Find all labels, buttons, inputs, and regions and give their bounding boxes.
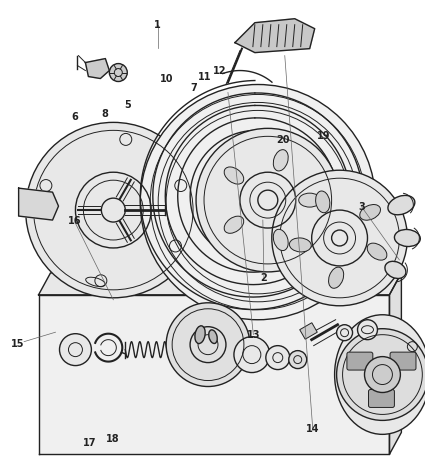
Circle shape bbox=[289, 351, 307, 369]
Ellipse shape bbox=[289, 238, 311, 252]
Text: 5: 5 bbox=[125, 100, 132, 110]
Ellipse shape bbox=[273, 150, 288, 171]
Text: 8: 8 bbox=[101, 109, 108, 119]
Circle shape bbox=[140, 85, 375, 320]
Text: 7: 7 bbox=[190, 84, 197, 94]
Text: 6: 6 bbox=[72, 112, 78, 122]
Ellipse shape bbox=[224, 216, 244, 233]
Ellipse shape bbox=[367, 243, 387, 260]
Circle shape bbox=[272, 170, 407, 306]
Polygon shape bbox=[39, 295, 389, 454]
Ellipse shape bbox=[328, 267, 344, 288]
Circle shape bbox=[337, 325, 353, 341]
FancyBboxPatch shape bbox=[390, 352, 416, 370]
Polygon shape bbox=[86, 58, 109, 78]
Ellipse shape bbox=[299, 193, 321, 207]
Text: 11: 11 bbox=[198, 72, 211, 82]
Polygon shape bbox=[19, 188, 58, 220]
Text: 3: 3 bbox=[358, 202, 365, 212]
Ellipse shape bbox=[388, 195, 415, 215]
Polygon shape bbox=[389, 273, 401, 454]
Circle shape bbox=[234, 337, 270, 372]
Text: 18: 18 bbox=[106, 434, 120, 444]
Polygon shape bbox=[39, 273, 401, 295]
Circle shape bbox=[365, 357, 400, 392]
Circle shape bbox=[196, 128, 340, 272]
Circle shape bbox=[266, 346, 290, 370]
Text: 10: 10 bbox=[160, 74, 173, 84]
Ellipse shape bbox=[360, 205, 380, 220]
Text: 15: 15 bbox=[11, 339, 24, 349]
Circle shape bbox=[109, 64, 127, 82]
Polygon shape bbox=[235, 19, 315, 53]
Ellipse shape bbox=[316, 191, 330, 213]
Text: 12: 12 bbox=[213, 66, 226, 76]
FancyBboxPatch shape bbox=[347, 352, 373, 370]
FancyBboxPatch shape bbox=[368, 390, 394, 408]
Circle shape bbox=[337, 329, 426, 420]
Ellipse shape bbox=[394, 229, 420, 247]
Ellipse shape bbox=[334, 315, 426, 434]
Ellipse shape bbox=[195, 326, 205, 343]
Text: 17: 17 bbox=[83, 438, 97, 448]
Circle shape bbox=[26, 123, 201, 298]
Circle shape bbox=[166, 303, 250, 387]
Text: 16: 16 bbox=[68, 216, 82, 226]
Text: 20: 20 bbox=[276, 135, 290, 145]
Ellipse shape bbox=[224, 167, 244, 184]
Text: 19: 19 bbox=[317, 131, 330, 141]
Ellipse shape bbox=[209, 330, 217, 343]
Ellipse shape bbox=[385, 261, 406, 278]
Bar bbox=[300, 323, 317, 339]
Text: 1: 1 bbox=[155, 20, 161, 30]
Text: 2: 2 bbox=[261, 273, 268, 283]
Circle shape bbox=[60, 333, 92, 366]
Circle shape bbox=[357, 320, 377, 340]
Text: 14: 14 bbox=[306, 424, 320, 434]
Text: 13: 13 bbox=[247, 330, 260, 340]
Ellipse shape bbox=[273, 229, 288, 251]
